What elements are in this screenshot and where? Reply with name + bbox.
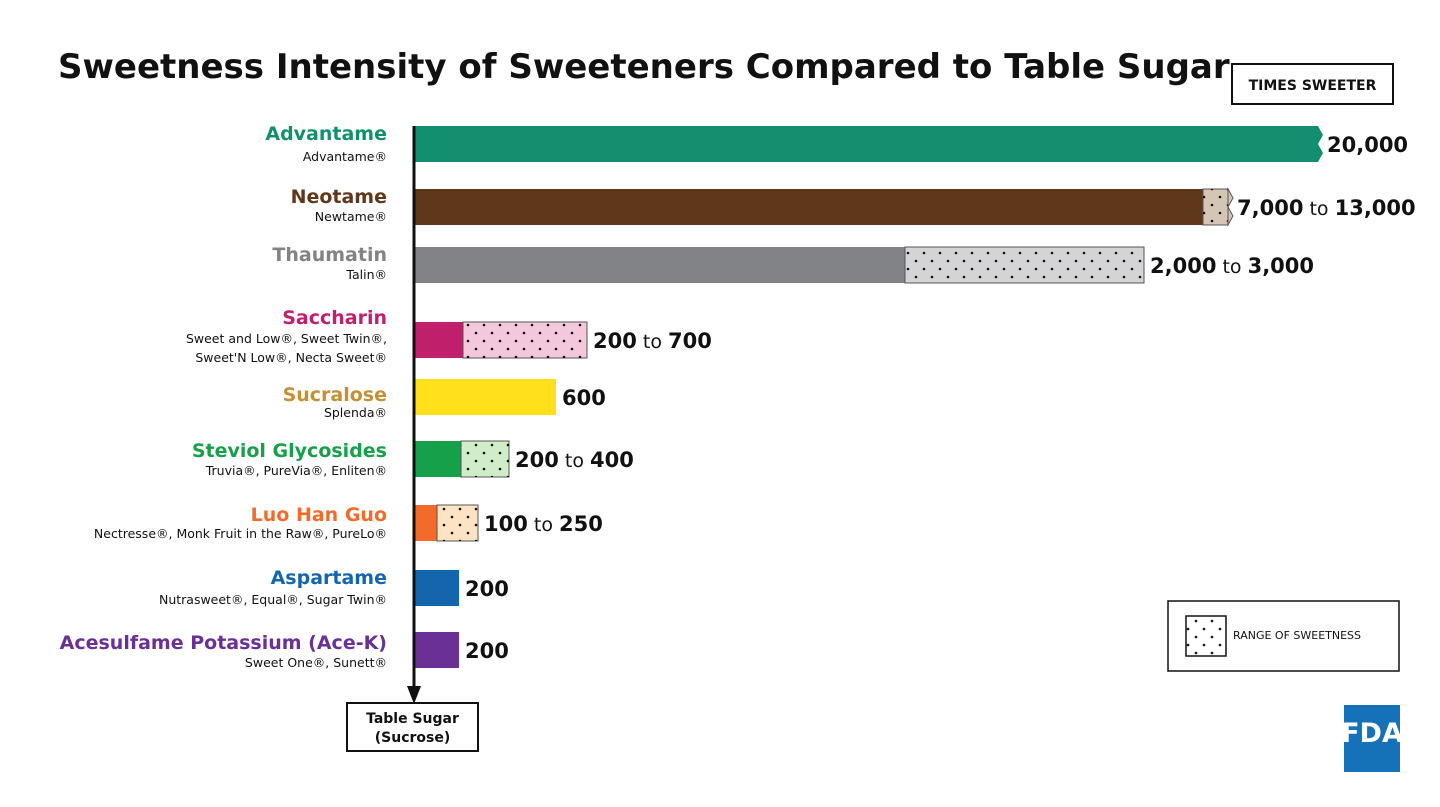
legend-label: RANGE OF SWEETNESS	[1233, 629, 1361, 642]
brand-names: Newtame®	[315, 209, 387, 224]
bar-break-icon	[1227, 187, 1234, 227]
value-label: 2,000 to 3,000	[1150, 254, 1314, 278]
category-name: Steviol Glycosides	[192, 440, 387, 462]
fda-logo-text: FDA	[1341, 718, 1403, 749]
bar-solid	[414, 322, 463, 358]
bar-range-dots	[437, 505, 478, 541]
value-label: 20,000	[1327, 133, 1408, 157]
axis-arrow-icon	[407, 686, 421, 704]
unit-box: TIMES SWEETER	[1231, 63, 1394, 105]
baseline-box: Table Sugar (Sucrose)	[346, 702, 479, 752]
bar-solid	[414, 247, 905, 283]
bar-row-saccharin: Saccharin Sweet and Low®, Sweet Twin®, Swe…	[186, 307, 712, 365]
brand-names: Advantame®	[303, 149, 387, 164]
bar-solid	[414, 189, 1203, 225]
bar-solid	[414, 379, 556, 415]
bar-solid	[414, 505, 437, 541]
brand-names: Splenda®	[324, 405, 387, 420]
chart-title: Sweetness Intensity of Sweeteners Compar…	[58, 47, 1230, 87]
bar-solid	[414, 441, 461, 477]
baseline-axis	[407, 126, 421, 704]
category-name: Neotame	[291, 186, 387, 208]
bar-range-dots	[1203, 189, 1228, 225]
bar-row-advantame: Advantame Advantame® 20,000	[265, 123, 1408, 164]
unit-label: TIMES SWEETER	[1249, 78, 1377, 94]
category-name: Sucralose	[283, 384, 387, 406]
brand-names: Sweet One®, Sunett®	[245, 655, 387, 670]
category-name: Aspartame	[271, 567, 387, 589]
brand-names: Truvia®, PureVia®, Enliten®	[205, 463, 387, 478]
brand-names: Nutrasweet®, Equal®, Sugar Twin®	[159, 592, 387, 607]
bar-row-aspartame: Aspartame Nutrasweet®, Equal®, Sugar Twin…	[159, 567, 509, 607]
bar-break-icon	[1318, 126, 1323, 162]
category-name: Thaumatin	[272, 244, 387, 266]
bar-range-dots	[463, 322, 587, 358]
value-label: 7,000 to 13,000	[1237, 196, 1416, 220]
category-name: Luo Han Guo	[251, 504, 387, 526]
category-name: Advantame	[265, 123, 387, 145]
bar-solid	[414, 126, 1318, 162]
bar-rows: Advantame Advantame® 20,000 NeotameNewtame®…	[60, 123, 1416, 670]
brand-names: Talin®	[345, 267, 387, 282]
fda-logo: FDA	[1341, 705, 1403, 772]
baseline-label-line1: Table Sugar	[366, 711, 459, 727]
bar-row-acesulfame-potassium-ace-k-: Acesulfame Potassium (Ace-K)Sweet One®, …	[60, 632, 509, 670]
value-label: 100 to 250	[484, 512, 603, 536]
value-label: 200	[465, 639, 509, 663]
bar-range-dots	[461, 441, 509, 477]
bar-solid	[414, 632, 459, 668]
value-label: 200 to 400	[515, 448, 634, 472]
value-label: 200 to 700	[593, 329, 712, 353]
category-name: Saccharin	[282, 307, 387, 329]
brand-names: Nectresse®, Monk Fruit in the Raw®, Pure…	[94, 526, 387, 541]
baseline-label-line2: (Sucrose)	[375, 730, 451, 746]
category-name: Acesulfame Potassium (Ace-K)	[60, 632, 387, 654]
value-label: 600	[562, 386, 606, 410]
value-label: 200	[465, 577, 509, 601]
bar-range-dots	[905, 247, 1144, 283]
brand-names: Sweet'N Low®, Necta Sweet®	[195, 350, 387, 365]
legend: RANGE OF SWEETNESS	[1167, 600, 1400, 672]
bar-solid	[414, 570, 459, 606]
brand-names: Sweet and Low®, Sweet Twin®,	[186, 331, 387, 346]
